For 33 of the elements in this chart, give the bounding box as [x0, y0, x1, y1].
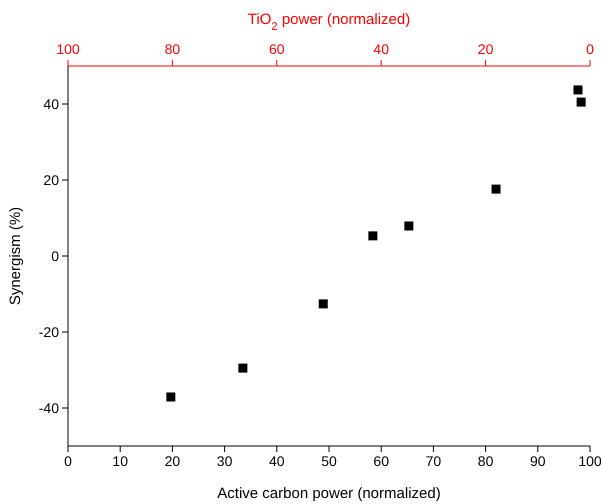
point [318, 299, 328, 308]
x-tick-label: 90 [530, 453, 546, 469]
x-tick-label: 50 [321, 453, 337, 469]
point [166, 392, 176, 402]
x2-tick-label: 60 [269, 41, 285, 57]
x-tick-label: 60 [373, 453, 390, 469]
x-tick-label: 80 [478, 453, 494, 469]
x-tick-label: 100 [578, 453, 602, 469]
y-tick-label: 0 [51, 248, 60, 264]
x2-tick-label: 100 [56, 41, 80, 57]
x-tick-label: 30 [216, 453, 233, 469]
x-tick-label: 0 [64, 453, 72, 469]
x-tick-label: 10 [112, 453, 128, 469]
x2-axis-title: TiO$_{2}$ power (normalized) [248, 11, 410, 33]
x-tick-label: 70 [426, 453, 442, 469]
x2-tick-label: 40 [373, 41, 390, 57]
point [404, 221, 414, 230]
y-tick-label: -20 [38, 324, 60, 340]
y-tick-label: 40 [43, 96, 60, 112]
x2-tick-label: 0 [586, 41, 594, 57]
x-tick-label: 20 [164, 453, 180, 469]
point [368, 231, 378, 240]
x2-tick-label: 20 [478, 41, 494, 57]
point [238, 364, 248, 373]
x-tick-label: 40 [269, 453, 285, 469]
x-axis-title: Active carbon power (normalized) [217, 485, 441, 502]
point [573, 85, 582, 94]
x2-tick-label: 80 [164, 41, 180, 57]
point [492, 184, 501, 194]
point [576, 98, 586, 107]
y-tick-label: -40 [38, 400, 60, 416]
y-tick-label: 20 [43, 172, 60, 188]
y-axis-title: Synergism (%) [7, 206, 24, 306]
